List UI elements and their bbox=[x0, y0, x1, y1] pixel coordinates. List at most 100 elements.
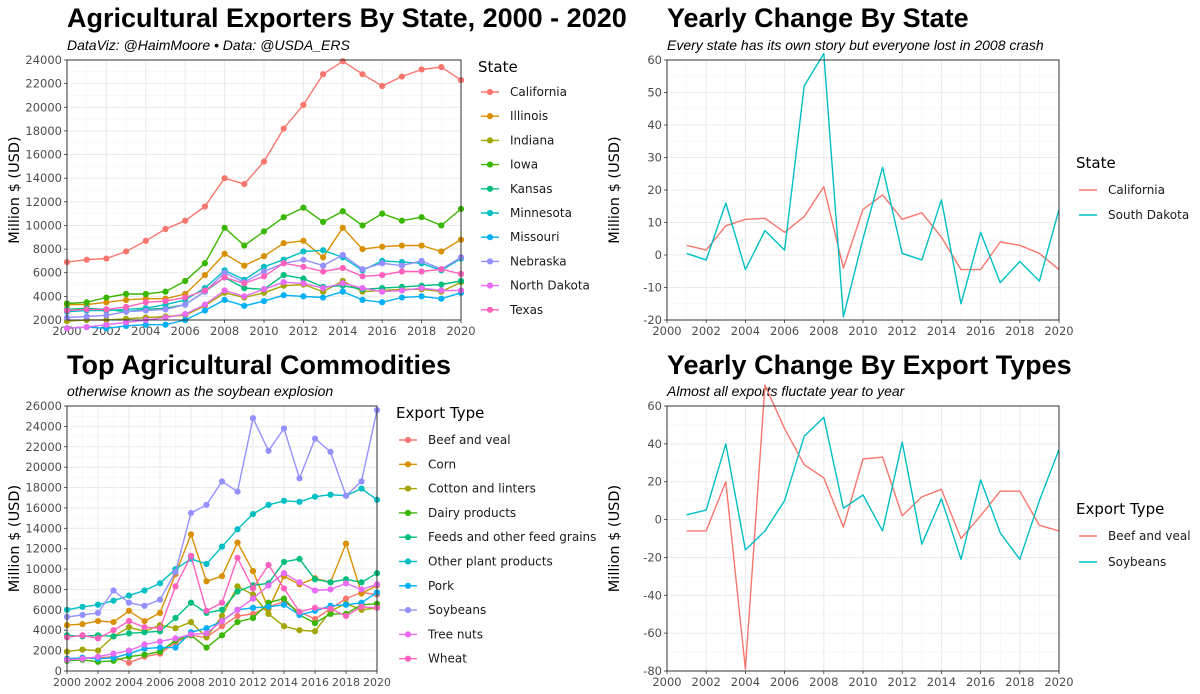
data-point bbox=[162, 321, 169, 328]
data-point bbox=[438, 281, 445, 288]
data-point bbox=[187, 552, 195, 559]
panel-title: Yearly Change By State bbox=[667, 3, 969, 33]
data-point bbox=[339, 264, 346, 272]
x-tick-label: 2000 bbox=[53, 676, 81, 689]
data-point bbox=[379, 288, 386, 295]
data-point bbox=[110, 618, 117, 626]
data-point bbox=[379, 271, 386, 279]
data-point bbox=[221, 250, 228, 257]
data-point bbox=[280, 240, 287, 247]
data-point bbox=[110, 633, 117, 640]
x-tick-label: 2018 bbox=[1005, 675, 1034, 689]
data-point bbox=[311, 576, 319, 583]
data-point bbox=[296, 475, 303, 482]
x-tick-label: 2014 bbox=[328, 324, 357, 338]
data-point bbox=[280, 585, 288, 592]
data-point bbox=[296, 498, 303, 505]
data-point bbox=[110, 587, 117, 594]
x-tick-label: 2002 bbox=[692, 324, 721, 338]
data-point bbox=[327, 610, 334, 618]
data-point bbox=[260, 228, 268, 235]
data-point bbox=[218, 606, 226, 613]
data-point bbox=[359, 273, 366, 280]
data-point bbox=[203, 630, 210, 637]
panel-title: Top Agricultural Commodities bbox=[67, 350, 452, 380]
legend-label: Nebraska bbox=[510, 254, 567, 268]
data-point bbox=[327, 448, 334, 455]
data-point bbox=[203, 578, 210, 585]
data-point bbox=[280, 125, 287, 132]
legend-label: California bbox=[510, 85, 567, 99]
data-point bbox=[300, 101, 307, 109]
data-point bbox=[187, 618, 195, 626]
data-point bbox=[327, 586, 334, 593]
series-line bbox=[686, 384, 1060, 670]
panel-title: Yearly Change By Export Types bbox=[667, 350, 1072, 380]
data-point bbox=[300, 293, 307, 300]
data-point bbox=[418, 268, 425, 275]
data-point bbox=[142, 321, 149, 328]
data-point bbox=[280, 497, 288, 504]
plot-border bbox=[666, 405, 1060, 672]
data-point bbox=[234, 526, 241, 533]
data-point bbox=[342, 540, 350, 547]
legend-key-point bbox=[404, 655, 412, 662]
plot-border bbox=[666, 59, 1060, 321]
y-tick-label: 20 bbox=[647, 183, 662, 197]
data-point bbox=[218, 612, 226, 620]
x-tick-label: 2010 bbox=[249, 324, 278, 338]
x-tick-label: 2012 bbox=[239, 676, 267, 689]
data-point bbox=[125, 607, 133, 614]
data-point bbox=[125, 659, 133, 666]
legend-title: Export Type bbox=[396, 404, 484, 422]
data-point bbox=[327, 605, 334, 612]
y-tick-label: 18000 bbox=[25, 481, 62, 495]
data-point bbox=[342, 580, 350, 587]
data-point bbox=[311, 493, 319, 500]
legend-label: Beef and veal bbox=[428, 433, 511, 447]
data-point bbox=[79, 603, 86, 610]
data-point bbox=[218, 573, 226, 580]
legend-key-point bbox=[486, 209, 494, 217]
data-point bbox=[358, 485, 365, 492]
legend-key-point bbox=[486, 161, 494, 168]
legend-label: Kansas bbox=[510, 182, 552, 196]
x-tick-label: 2008 bbox=[210, 324, 239, 338]
legend-key-point bbox=[404, 534, 412, 541]
legend-label: North Dakota bbox=[510, 279, 590, 293]
data-point bbox=[265, 501, 272, 508]
data-point bbox=[296, 579, 303, 586]
data-point bbox=[241, 280, 248, 287]
x-tick-label: 2004 bbox=[731, 675, 760, 689]
data-point bbox=[182, 217, 189, 224]
data-point bbox=[234, 588, 241, 595]
data-point bbox=[260, 263, 268, 270]
legend-label: Iowa bbox=[510, 158, 538, 172]
data-point bbox=[359, 284, 366, 292]
data-point bbox=[123, 290, 130, 298]
data-point bbox=[249, 510, 257, 518]
data-point bbox=[123, 319, 130, 326]
x-tick-label: 2006 bbox=[171, 324, 200, 338]
data-point bbox=[241, 242, 248, 249]
y-tick-label: 10000 bbox=[25, 218, 62, 232]
data-point bbox=[142, 299, 149, 306]
y-tick-label: 40 bbox=[647, 118, 662, 132]
y-tick-label: 24000 bbox=[25, 53, 62, 67]
legend-key-point bbox=[486, 88, 494, 96]
panel-subtitle: Every state has its own story but everyo… bbox=[667, 37, 1044, 53]
data-point bbox=[142, 290, 149, 298]
data-point bbox=[379, 243, 386, 250]
data-point bbox=[342, 612, 350, 620]
data-point bbox=[398, 287, 405, 294]
data-point bbox=[83, 313, 90, 320]
data-point bbox=[241, 302, 248, 309]
y-tick-label: 16000 bbox=[25, 501, 62, 515]
legend-key-point bbox=[404, 607, 412, 614]
data-point bbox=[172, 583, 179, 590]
data-point bbox=[280, 279, 287, 286]
data-point bbox=[83, 323, 90, 331]
data-point bbox=[339, 58, 346, 65]
series-line bbox=[686, 52, 1060, 318]
